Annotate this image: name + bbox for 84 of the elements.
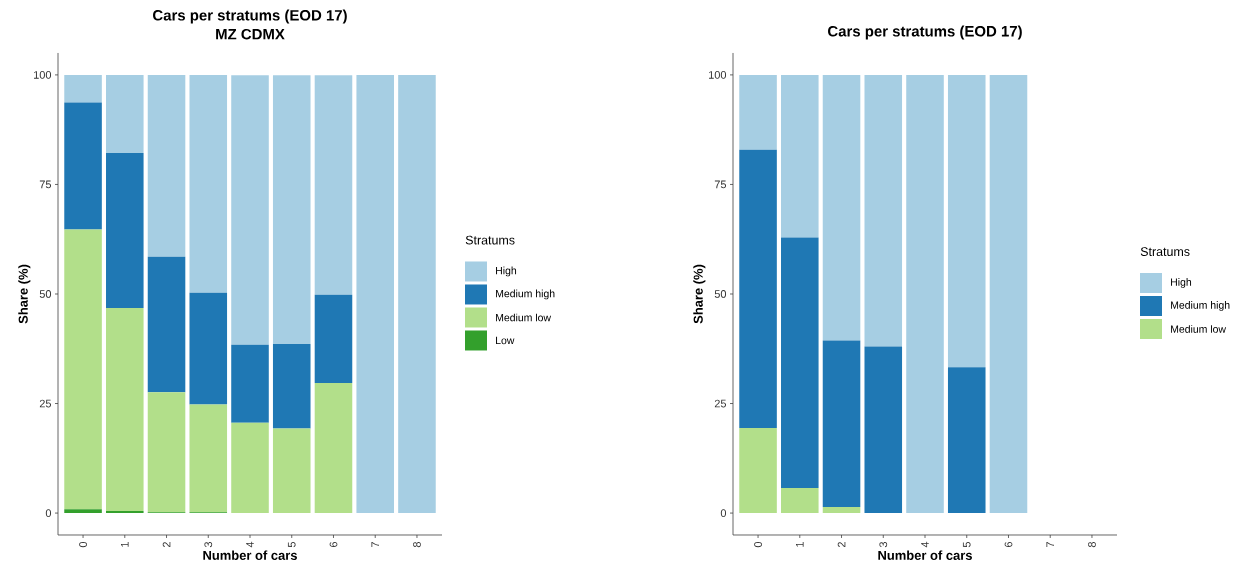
bar — [822, 506, 861, 514]
bar — [947, 367, 986, 514]
x-tick-label: 5 — [287, 541, 296, 548]
bar — [64, 509, 102, 514]
x-axis-title: Number of cars — [878, 550, 972, 560]
legend-label: High — [1171, 278, 1192, 288]
bar — [272, 75, 311, 344]
bar — [739, 149, 777, 429]
bar — [231, 422, 269, 514]
y-tick-label: 75 — [39, 180, 52, 189]
legend-title: Stratums — [465, 235, 515, 245]
bar — [64, 74, 102, 103]
bar — [272, 428, 311, 514]
bar — [947, 74, 986, 368]
chart-title: Cars per stratums (EOD 17) — [828, 25, 1022, 40]
legend-label: Medium high — [496, 289, 555, 300]
bar — [864, 74, 903, 347]
bar — [356, 74, 394, 514]
x-tick-label: 2 — [162, 542, 171, 548]
x-tick-label: 6 — [329, 541, 338, 548]
bar — [314, 75, 353, 295]
x-tick-label: 3 — [879, 541, 888, 548]
x-tick-label: 6 — [1004, 541, 1013, 548]
bar — [231, 75, 269, 345]
bar — [64, 229, 102, 510]
y-tick-label: 75 — [714, 180, 727, 189]
bar — [781, 488, 819, 514]
bar — [106, 510, 144, 514]
bar — [906, 74, 944, 514]
y-tick-label: 25 — [714, 399, 727, 408]
y-tick-label: 25 — [39, 399, 52, 408]
legend-label: Medium low — [1171, 325, 1227, 333]
bar — [864, 346, 903, 514]
bar — [189, 292, 228, 405]
x-tick-label: 0 — [79, 541, 87, 548]
bar — [64, 102, 102, 230]
x-tick-label: 8 — [1088, 541, 1096, 548]
legend-label: Medium low — [496, 313, 552, 322]
y-tick-label: 50 — [39, 290, 52, 298]
x-tick-label: 4 — [921, 541, 929, 548]
bar — [739, 74, 777, 150]
y-axis-title: Share (%) — [693, 264, 706, 324]
bar — [272, 343, 311, 429]
bar — [781, 237, 819, 489]
x-tick-label: 1 — [796, 542, 804, 547]
y-tick-label: 100 — [709, 71, 727, 79]
x-tick-label: 3 — [204, 541, 213, 548]
x-tick-label: 1 — [121, 542, 129, 547]
y-tick-label: 50 — [714, 290, 727, 298]
chart-subtitle: MZ CDMX — [216, 28, 285, 40]
x-tick-label: 7 — [371, 542, 379, 548]
bar — [106, 308, 144, 511]
bar — [106, 74, 144, 153]
x-tick-label: 4 — [246, 541, 254, 548]
bar — [231, 344, 269, 423]
y-tick-label: 100 — [34, 71, 52, 79]
bar — [314, 382, 353, 514]
legend-title: Stratums — [1140, 247, 1190, 257]
bar — [781, 74, 819, 238]
bar — [822, 340, 861, 507]
legend-label: Medium high — [1171, 301, 1230, 311]
bar — [147, 392, 186, 513]
x-axis-title: Number of cars — [203, 550, 297, 560]
x-tick-label: 8 — [413, 541, 421, 548]
bar — [189, 74, 228, 293]
x-tick-label: 2 — [837, 542, 846, 548]
legend-label: High — [496, 266, 517, 277]
bar — [189, 404, 228, 513]
x-tick-label: 5 — [962, 541, 971, 548]
y-tick-label: 0 — [720, 509, 727, 517]
legend-label: Low — [496, 336, 515, 345]
x-tick-label: 0 — [754, 541, 762, 548]
bar — [398, 74, 436, 514]
bar — [147, 74, 186, 257]
x-tick-label: 7 — [1046, 542, 1054, 548]
y-tick-label: 0 — [45, 509, 52, 517]
bar — [314, 294, 353, 383]
bar — [822, 74, 861, 341]
bar — [106, 152, 144, 309]
bar — [739, 428, 777, 514]
bar — [989, 74, 1028, 514]
y-axis-title: Share (%) — [18, 264, 31, 324]
chart-title: Cars per stratums (EOD 17) — [153, 9, 347, 24]
bar — [147, 256, 186, 393]
